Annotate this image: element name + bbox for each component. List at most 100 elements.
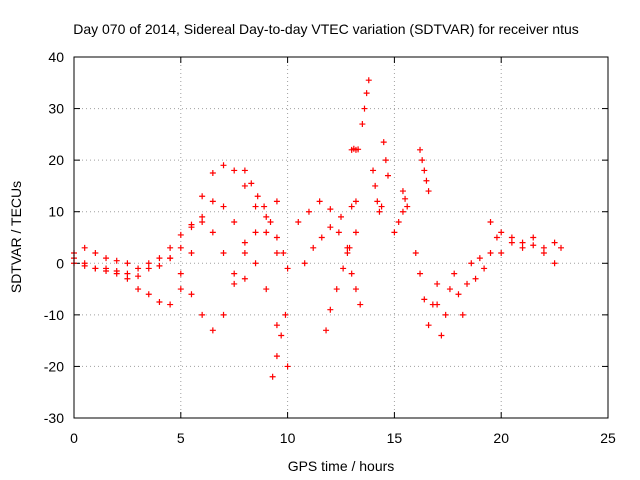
data-point bbox=[442, 311, 449, 318]
data-point bbox=[273, 353, 280, 360]
series-arc-c bbox=[71, 219, 248, 282]
data-point bbox=[476, 255, 483, 262]
data-point bbox=[519, 244, 526, 251]
data-point bbox=[135, 265, 142, 272]
data-point bbox=[338, 213, 344, 220]
data-point bbox=[382, 157, 389, 164]
data-point bbox=[451, 270, 458, 277]
data-point bbox=[177, 231, 184, 238]
data-point bbox=[421, 167, 428, 174]
data-point bbox=[124, 260, 131, 267]
data-point bbox=[493, 234, 500, 241]
data-point bbox=[81, 262, 88, 269]
data-point bbox=[370, 167, 377, 174]
data-point bbox=[231, 219, 238, 226]
data-point bbox=[156, 255, 163, 262]
series-seg-f bbox=[269, 311, 289, 380]
data-point bbox=[209, 170, 216, 177]
data-point bbox=[156, 298, 163, 305]
x-tick-label: 25 bbox=[600, 430, 616, 446]
data-point bbox=[273, 322, 280, 329]
data-point bbox=[156, 262, 163, 269]
data-point bbox=[145, 260, 152, 267]
data-markers bbox=[71, 77, 565, 380]
data-point bbox=[446, 286, 453, 293]
data-point bbox=[404, 203, 411, 210]
chart-title: Day 070 of 2014, Sidereal Day-to-day VTE… bbox=[73, 21, 579, 37]
data-point bbox=[267, 219, 274, 226]
data-point bbox=[135, 286, 142, 293]
data-point bbox=[412, 249, 419, 256]
data-point bbox=[530, 242, 537, 249]
data-point bbox=[558, 244, 565, 251]
y-axis-label: SDTVAR / TECUs bbox=[8, 181, 24, 293]
data-point bbox=[199, 219, 206, 226]
series-seg-t bbox=[487, 219, 565, 256]
data-point bbox=[167, 244, 174, 251]
series-seg-m bbox=[370, 167, 385, 215]
data-point bbox=[220, 162, 227, 169]
data-point bbox=[92, 249, 99, 256]
data-point bbox=[199, 213, 206, 220]
data-point bbox=[508, 234, 515, 241]
x-tick-label: 10 bbox=[280, 430, 296, 446]
data-point bbox=[355, 146, 362, 153]
ticks: 0 5 10 15 20 25 -30 -20 -10 0 10 20 30 40 bbox=[44, 49, 616, 446]
series-seg-k bbox=[348, 145, 362, 153]
data-point bbox=[455, 291, 462, 298]
data-point bbox=[113, 257, 120, 264]
data-point bbox=[280, 249, 287, 256]
data-point bbox=[508, 239, 515, 246]
data-point bbox=[434, 301, 441, 308]
data-point bbox=[423, 177, 430, 184]
data-point bbox=[361, 105, 368, 112]
data-point bbox=[241, 239, 248, 246]
data-point bbox=[425, 322, 432, 329]
series-seg-j bbox=[344, 249, 364, 308]
data-point bbox=[145, 265, 152, 272]
data-point bbox=[177, 244, 184, 251]
series-seg-o bbox=[391, 208, 406, 236]
data-point bbox=[269, 373, 276, 380]
data-point bbox=[209, 198, 216, 205]
data-point bbox=[487, 219, 494, 226]
data-point bbox=[124, 275, 131, 282]
data-point bbox=[464, 280, 471, 287]
data-point bbox=[263, 229, 270, 236]
data-point bbox=[305, 208, 312, 215]
y-tick-label: -10 bbox=[44, 307, 64, 323]
data-point bbox=[124, 270, 131, 277]
data-point bbox=[323, 327, 330, 334]
data-point bbox=[209, 327, 216, 334]
y-tick-label: 20 bbox=[48, 152, 64, 168]
x-tick-label: 0 bbox=[70, 430, 78, 446]
grid bbox=[74, 57, 608, 418]
data-point bbox=[273, 198, 280, 205]
data-point bbox=[468, 260, 475, 267]
data-point bbox=[425, 188, 432, 195]
data-point bbox=[263, 286, 270, 293]
data-point bbox=[231, 280, 238, 287]
data-point bbox=[352, 198, 359, 205]
data-point bbox=[92, 265, 99, 272]
data-point bbox=[220, 311, 227, 318]
series-arc-a bbox=[71, 162, 291, 272]
data-point bbox=[241, 182, 248, 189]
data-point bbox=[167, 255, 174, 262]
data-point bbox=[209, 229, 216, 236]
series-seg-g bbox=[295, 198, 359, 226]
data-point bbox=[519, 239, 526, 246]
data-point bbox=[357, 301, 364, 308]
data-point bbox=[199, 311, 206, 318]
data-point bbox=[344, 249, 351, 256]
data-point bbox=[241, 249, 248, 256]
data-point bbox=[530, 234, 537, 241]
data-point bbox=[278, 332, 285, 339]
data-point bbox=[252, 229, 259, 236]
series-seg-p bbox=[399, 188, 411, 210]
series-seg-i bbox=[301, 224, 351, 267]
data-point bbox=[498, 229, 505, 236]
series-seg-s bbox=[434, 249, 494, 339]
data-point bbox=[295, 219, 302, 226]
data-point bbox=[248, 180, 255, 187]
